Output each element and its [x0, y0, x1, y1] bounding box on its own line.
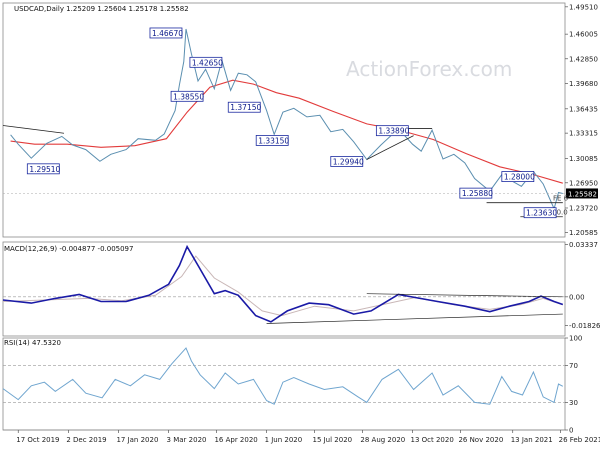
price-axis-tick-label: 1.26950: [569, 179, 598, 187]
price-level-box: [149, 27, 183, 39]
price-axis-tick-label: 1.33315: [569, 130, 598, 138]
panel-frame: [2, 2, 566, 238]
price-axis-tick-label: 1.36435: [569, 105, 598, 113]
fe-6-label: FE 6: [553, 194, 569, 202]
rsi-axis-tick-label: 0: [569, 427, 573, 435]
price-level-label: 1.38550: [173, 92, 204, 101]
price-level-box: [330, 156, 364, 167]
price-level-box: [227, 101, 261, 113]
price-panel-title: USDCAD,Daily 1.25209 1.25604 1.25178 1.2…: [14, 5, 189, 13]
price-level-box: [459, 187, 493, 199]
macd-axis-tick-label: 0.03337: [569, 241, 598, 249]
x-tick-label: 16 Apr 2020: [214, 436, 257, 444]
rsi-axis-tick-label: 100: [569, 335, 582, 343]
price-level-box: [170, 90, 204, 102]
x-tick-label: 17 Oct 2019: [16, 436, 59, 444]
x-tick-label: 3 Mar 2020: [167, 436, 207, 444]
moving-average-line: [10, 79, 563, 184]
price-axis-tick-label: 1.30085: [569, 155, 598, 163]
last-price-label: 1.25582: [568, 190, 597, 198]
price-level-label: 1.29510: [29, 165, 60, 174]
price-line: [10, 28, 563, 211]
price-level-box: [375, 125, 409, 137]
macd-trendline: [266, 313, 563, 324]
price-level-box: [255, 135, 289, 146]
x-tick-label: 1 Jun 2020: [265, 436, 303, 444]
watermark: ActionForex.com: [346, 57, 512, 81]
macd-line: [2, 244, 564, 323]
price-level-label: 1.25880: [462, 189, 493, 198]
price-level-label: 1.46670: [152, 29, 183, 38]
rsi-axis-tick-label: 70: [569, 362, 578, 370]
price-level-label: 1.23630: [526, 209, 557, 218]
price-axis-tick-label: 1.42850: [569, 55, 598, 63]
price-level-label: 1.42650: [192, 58, 223, 67]
price-level-label: 1.29940: [333, 157, 364, 166]
price-axis-tick-label: 1.46005: [569, 31, 598, 39]
x-tick-label: 13 Jan 2021: [511, 436, 553, 444]
panel-frame: [2, 241, 566, 337]
rsi-line: [2, 347, 564, 405]
price-axis-tick-label: 1.23720: [569, 204, 598, 212]
macd-panel-title: MACD(12,26,9) -0.004877 -0.005097: [4, 245, 133, 253]
x-tick-label: 15 Jul 2020: [312, 436, 352, 444]
price-level-label: 1.33890: [378, 127, 409, 136]
price-axis-tick-label: 1.20585: [569, 229, 598, 237]
price-level-box: [189, 56, 223, 68]
x-tick-label: 2 Dec 2019: [66, 436, 106, 444]
x-tick-label: 26 Feb 2021: [559, 436, 600, 444]
macd-axis-tick-label: -0.018262: [569, 322, 600, 330]
rsi-panel-title: RSI(14) 47.5320: [4, 339, 61, 347]
panel-frame: [2, 337, 566, 431]
trendline: [2, 125, 65, 134]
macd-signal-line: [2, 255, 563, 317]
x-tick-label: 17 Jan 2020: [116, 436, 158, 444]
price-level-label: 1.37150: [230, 103, 261, 112]
price-axis-tick-label: 1.39680: [569, 80, 598, 88]
price-level-box: [523, 207, 557, 219]
price-level-box: [26, 163, 60, 175]
trendline: [366, 135, 414, 160]
price-level-label: 1.28000: [504, 173, 535, 182]
x-tick-label: 28 Aug 2020: [360, 436, 405, 444]
price-axis-tick-label: 1.49510: [569, 3, 598, 11]
x-tick-label: 13 Oct 2020: [411, 436, 454, 444]
x-tick-label: 26 Nov 2020: [458, 436, 503, 444]
last-price-box: [566, 188, 598, 199]
price-level-label: 1.33150: [258, 136, 289, 145]
macd-trendline: [366, 293, 563, 298]
macd-axis-tick-label: 0.00: [569, 293, 585, 301]
rsi-axis-tick-label: 30: [569, 399, 578, 407]
price-level-box: [501, 171, 535, 183]
